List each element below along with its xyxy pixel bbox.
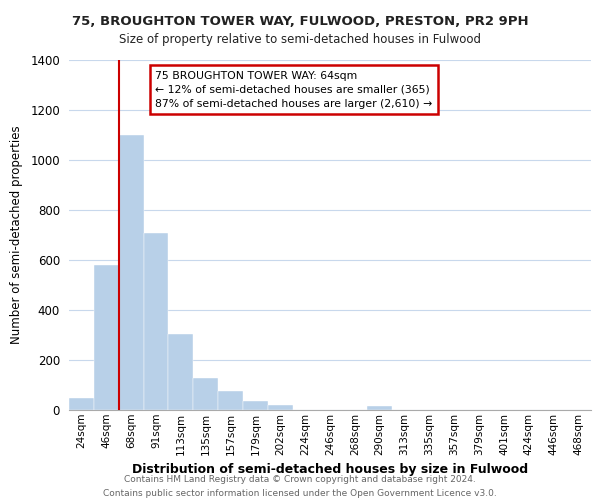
Bar <box>94 265 119 410</box>
Text: 75, BROUGHTON TOWER WAY, FULWOOD, PRESTON, PR2 9PH: 75, BROUGHTON TOWER WAY, FULWOOD, PRESTO… <box>71 15 529 28</box>
Y-axis label: Number of semi-detached properties: Number of semi-detached properties <box>10 126 23 344</box>
Bar <box>193 378 218 410</box>
Bar <box>243 400 268 410</box>
Bar <box>268 405 293 410</box>
Bar <box>143 232 169 410</box>
X-axis label: Distribution of semi-detached houses by size in Fulwood: Distribution of semi-detached houses by … <box>132 463 528 476</box>
Bar <box>69 398 94 410</box>
Bar <box>169 334 193 410</box>
Text: Size of property relative to semi-detached houses in Fulwood: Size of property relative to semi-detach… <box>119 32 481 46</box>
Text: 75 BROUGHTON TOWER WAY: 64sqm
← 12% of semi-detached houses are smaller (365)
87: 75 BROUGHTON TOWER WAY: 64sqm ← 12% of s… <box>155 70 433 108</box>
Text: Contains HM Land Registry data © Crown copyright and database right 2024.
Contai: Contains HM Land Registry data © Crown c… <box>103 476 497 498</box>
Bar <box>119 135 143 410</box>
Bar <box>367 406 392 410</box>
Bar <box>218 391 243 410</box>
